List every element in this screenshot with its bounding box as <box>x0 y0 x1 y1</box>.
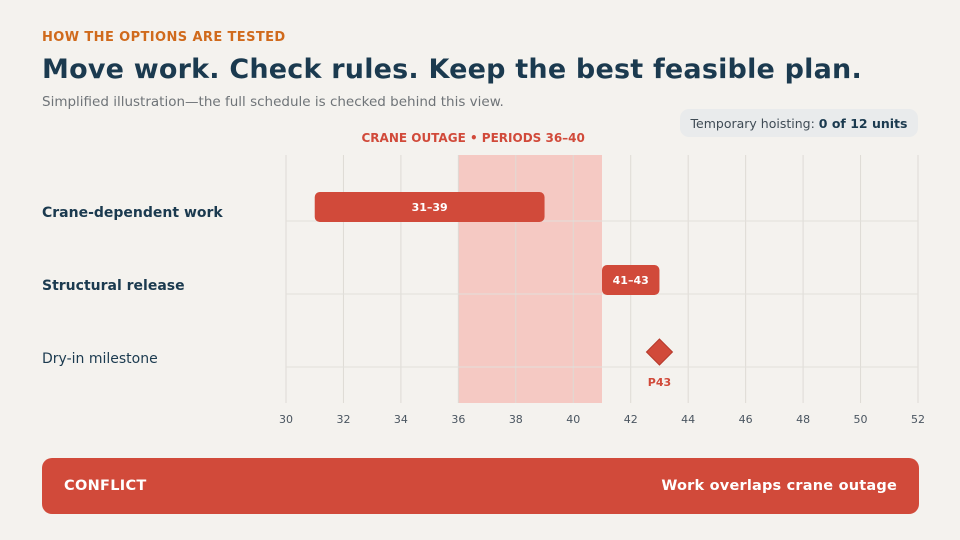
row-label-crane-work: Crane-dependent work <box>42 205 223 221</box>
x-tick-label: 52 <box>911 413 925 426</box>
x-tick-label: 36 <box>451 413 465 426</box>
conflict-status: CONFLICT <box>64 478 147 494</box>
hoisting-label: Temporary hoisting: <box>690 115 815 131</box>
page-title: Move work. Check rules. Keep the best fe… <box>42 54 862 85</box>
milestone-label: P43 <box>648 376 671 389</box>
x-tick-label: 38 <box>509 413 523 426</box>
task-bar-label: 31–39 <box>412 201 448 214</box>
hoisting-value: 0 of 12 units <box>818 115 908 131</box>
row-label-dry-in: Dry-in milestone <box>42 351 158 367</box>
x-tick-label: 34 <box>394 413 408 426</box>
task-bar <box>314 192 545 222</box>
x-tick-label: 46 <box>739 413 753 426</box>
x-tick-label: 44 <box>681 413 695 426</box>
conflict-message: Work overlaps crane outage <box>661 478 897 494</box>
task-bar-label: 41–43 <box>613 274 649 287</box>
x-tick-label: 50 <box>854 413 868 426</box>
x-tick-label: 32 <box>336 413 350 426</box>
x-tick-label: 30 <box>279 413 293 426</box>
section-eyebrow: HOW THE OPTIONS ARE TESTED <box>42 30 286 45</box>
page-subtitle: Simplified illustration—the full schedul… <box>42 94 504 110</box>
milestone-diamond <box>645 338 674 366</box>
conflict-banner: CONFLICT Work overlaps crane outage <box>42 458 919 514</box>
row-label-structural-release: Structural release <box>42 278 185 294</box>
x-tick-label: 48 <box>796 413 810 426</box>
hoisting-status-pill: Temporary hoisting: 0 of 12 units <box>680 109 918 137</box>
task-bar <box>602 265 660 295</box>
x-tick-label: 40 <box>566 413 580 426</box>
outage-label: CRANE OUTAGE • PERIODS 36–40 <box>361 131 584 145</box>
x-tick-label: 42 <box>624 413 638 426</box>
